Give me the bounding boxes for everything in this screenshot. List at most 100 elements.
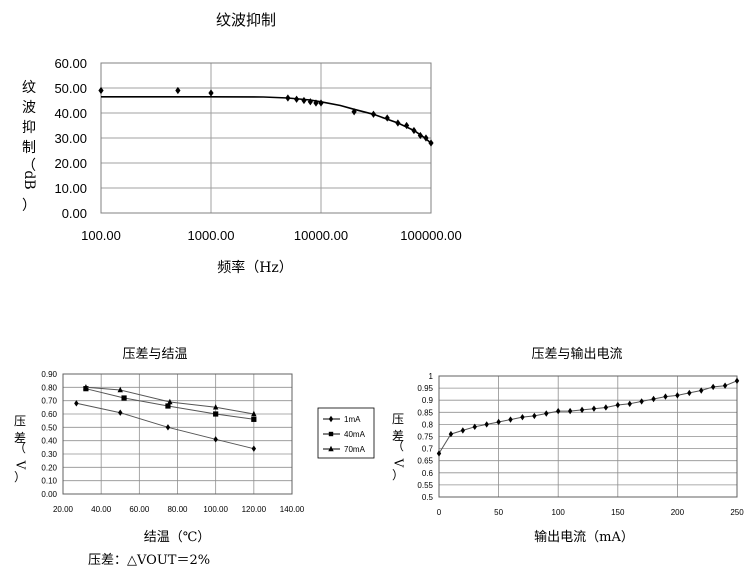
chart3-data-point: [472, 423, 477, 431]
chart1-y-axis-label: dB: [21, 170, 37, 189]
chart1-y-axis-label: 波: [22, 100, 36, 116]
chart3-data-point: [615, 401, 620, 409]
chart2-data-point: [117, 386, 123, 393]
chart2-data-point: [165, 424, 171, 431]
chart3-x-tick-label: 0: [437, 508, 442, 517]
chart1-x-axis-label: 频率（Hz）: [217, 259, 293, 276]
chart2-y-tick-label: 0.70: [41, 397, 57, 406]
chart3-data-point: [627, 400, 632, 408]
chart1-data-point: [318, 99, 324, 107]
chart1-data-point: [285, 94, 291, 102]
chart2-legend-box: [317, 407, 375, 459]
chart2-legend-marker: [328, 415, 334, 423]
chart2-legend-marker: [328, 431, 334, 437]
chart2-y-axis-label: 差: [14, 431, 26, 445]
chart3-data-point: [508, 416, 513, 423]
chart1-data-point: [395, 119, 401, 127]
chart3-data-point: [651, 395, 656, 403]
chart2-x-tick-label: 40.00: [91, 505, 112, 514]
chart3-x-tick-label: 150: [611, 508, 625, 517]
chart3-y-tick-label: 0.7: [422, 445, 434, 454]
chart2-data-point: [83, 384, 89, 390]
chart2-y-tick-label: 0.20: [41, 463, 57, 472]
chart2-y-tick-label: 0.80: [41, 383, 57, 392]
chart3-data-point: [710, 383, 716, 391]
chart2-y-tick-label: 0.00: [41, 490, 57, 499]
chart3-y-axis-label: V: [392, 458, 406, 468]
chart3-data-point: [675, 392, 680, 399]
chart3-y-axis-label: 差: [392, 429, 404, 443]
chart3-data-point: [556, 407, 561, 415]
chart3-data-point: [687, 389, 692, 397]
chart3-data-point: [699, 387, 704, 394]
chart2-y-tick-label: 0.90: [41, 370, 57, 379]
chart1-data-point: [411, 126, 417, 135]
chart3-data-point: [603, 404, 609, 411]
chart1-y-axis-label: 制: [22, 140, 36, 156]
chart2-data-point: [213, 411, 219, 417]
chart2-legend-marker: [328, 445, 334, 452]
chart3-data-point: [436, 450, 442, 457]
chart3-y-tick-label: 0.9: [422, 396, 434, 405]
chart2-y-axis-label: ）: [14, 470, 26, 484]
chart1-y-tick-label: 10.00: [54, 181, 87, 196]
chart1-y-tick-label: 20.00: [54, 156, 87, 171]
chart2-x-tick-label: 100.00: [203, 505, 228, 514]
chart3-y-axis-label: ）: [392, 468, 404, 482]
chart3-data-point: [591, 405, 597, 412]
chart3-data-point: [663, 393, 668, 400]
chart1-x-tick-label: 100000.00: [400, 228, 461, 243]
chart2-x-tick-label: 20.00: [53, 505, 74, 514]
chart3-data-point: [639, 398, 644, 405]
chart3-y-tick-label: 0.5: [422, 493, 434, 502]
chart2-legend-label: 1mA: [344, 415, 361, 424]
chart1-x-tick-label: 1000.00: [188, 228, 235, 243]
chart1-data-point: [208, 89, 214, 97]
chart1-data-point: [301, 96, 307, 105]
chart3-x-tick-label: 100: [552, 508, 566, 517]
chart3-y-tick-label: 1: [429, 372, 434, 381]
chart3-data-point: [448, 430, 454, 438]
chart1-x-tick-label: 100.00: [81, 228, 121, 243]
chart1-y-axis-label: ）: [22, 198, 36, 214]
chart1-y-tick-label: 30.00: [54, 131, 87, 146]
chart1-y-tick-label: 60.00: [54, 56, 87, 71]
chart2-y-axis-label: 压: [14, 414, 26, 428]
chart1-plot-frame: [100, 62, 432, 214]
chart2-legend-label: 70mA: [344, 445, 366, 454]
chart1-title: 纹波抑制: [216, 11, 276, 29]
chart2-data-point: [167, 398, 173, 405]
chart2-plot-frame: [62, 373, 293, 495]
chart2-data-point: [212, 404, 219, 410]
chart1-data-point: [175, 86, 181, 95]
chart2-legend-label: 40mA: [344, 430, 366, 439]
chart2-y-axis-label: V: [14, 460, 28, 470]
chart1-data-point: [370, 110, 377, 118]
chart3-data-point: [532, 412, 537, 420]
chart3-series-line: [438, 380, 738, 454]
chart3-data-point: [734, 377, 740, 385]
chart3-y-tick-label: 0.6: [422, 469, 434, 478]
chart3-y-tick-label: 0.75: [417, 433, 433, 442]
chart1-y-axis-label: 纹: [22, 80, 36, 96]
chart1-trend-line: [101, 96, 432, 144]
chart3-x-axis-label: 输出电流（mA）: [534, 529, 634, 545]
chart1-data-point: [403, 121, 410, 130]
chart2-data-point: [213, 436, 218, 443]
chart2-x-axis-label: 结温（℃）: [144, 530, 211, 545]
chart3-x-tick-label: 200: [671, 508, 685, 517]
chart3-y-tick-label: 0.8: [422, 420, 434, 429]
chart3-plot-frame: [438, 375, 738, 498]
chart2-x-tick-label: 140.00: [280, 505, 305, 514]
chart2-title: 压差与结温: [122, 347, 187, 362]
chart1-data-point: [384, 114, 390, 122]
chart1-y-tick-label: 40.00: [54, 106, 87, 121]
chart2-data-point: [165, 403, 171, 409]
chart2-data-point: [121, 395, 127, 401]
chart2-x-tick-label: 120.00: [242, 505, 267, 514]
chart1-data-point: [423, 134, 429, 142]
chart3-y-tick-label: 0.95: [417, 384, 433, 393]
chart1-data-point: [293, 95, 300, 103]
chart3-y-axis-label: 压: [392, 412, 404, 426]
